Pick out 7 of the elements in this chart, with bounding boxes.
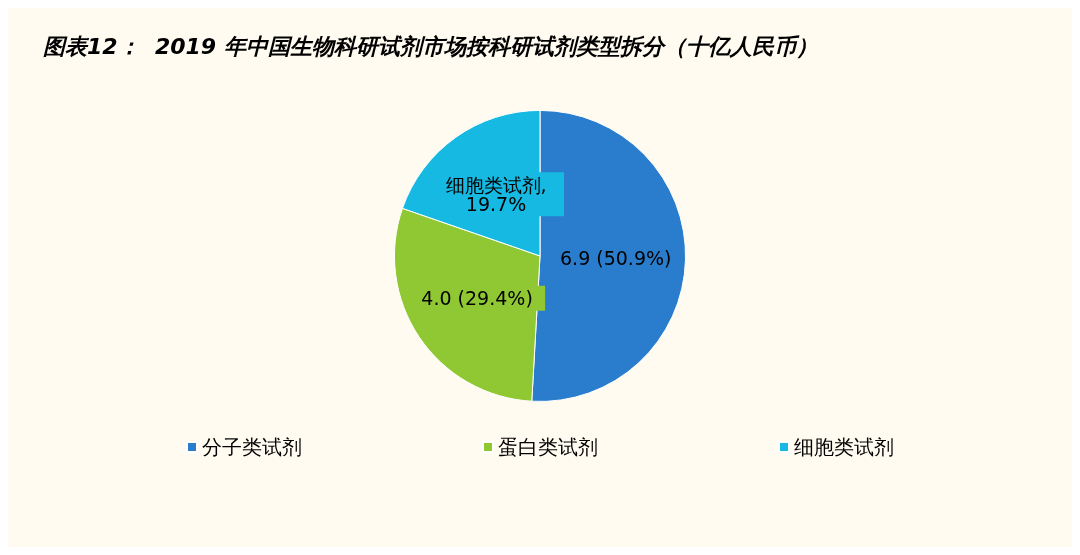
legend-label: 细胞类试剂: [794, 435, 894, 459]
data-label: 4.0 (29.4%): [421, 287, 533, 310]
legend-label: 蛋白类试剂: [498, 435, 598, 459]
data-label: 细胞类试剂,19.7%: [445, 173, 547, 215]
chart-title: 图表12： 2019 年中国生物科研试剂市场按科研试剂类型拆分（十亿人民币）: [43, 33, 818, 59]
data-label: 6.9 (50.9%): [560, 247, 672, 270]
legend-label: 分子类试剂: [202, 435, 302, 459]
